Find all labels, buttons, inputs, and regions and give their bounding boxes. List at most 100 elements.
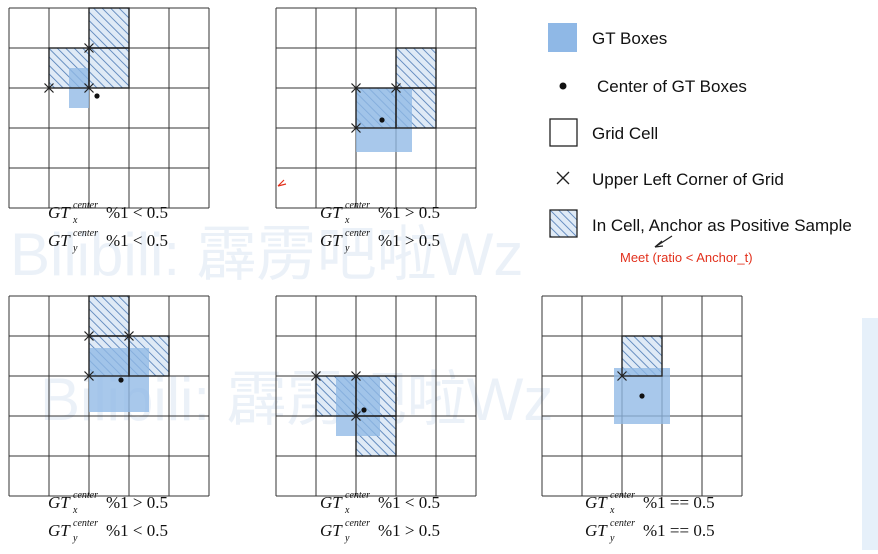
legend: GT Boxes Center of GT Boxes Grid Cell Up… — [548, 23, 852, 265]
caption-x: GT center x %1 == 0.5 — [585, 490, 715, 516]
caption-var-y: GT — [48, 521, 71, 540]
caption-var-x: GT — [48, 203, 71, 222]
caption-var-y: GT — [320, 231, 343, 250]
caption-x: GT center x %1 > 0.5 — [48, 490, 168, 516]
positive-cell-outline — [355, 415, 397, 457]
caption-sup-x: center — [73, 200, 98, 211]
caption-var-y: GT — [48, 231, 71, 250]
gt-center-dot — [379, 117, 385, 123]
caption-var-x: GT — [320, 203, 343, 222]
cross-stroke — [84, 43, 94, 53]
gt-center-dot — [639, 393, 645, 399]
edge-decoration — [862, 318, 878, 550]
grid-cell-swatch — [549, 118, 578, 147]
caption-expr-x: %1 > 0.5 — [106, 493, 168, 512]
cross-stroke — [84, 83, 94, 93]
watermark-text-1: Bilibili: 霹雳吧啦Wz — [10, 221, 523, 288]
caption-x: GT center x %1 < 0.5 — [320, 490, 440, 516]
upper-left-cross-icon — [84, 83, 94, 93]
legend-note: Meet (ratio < Anchor_t) — [620, 250, 753, 265]
caption-x: GT center x %1 > 0.5 — [320, 200, 440, 226]
caption-sub-y: y — [344, 243, 350, 254]
caption-expr-x: %1 < 0.5 — [378, 493, 440, 512]
positive-cell — [396, 48, 436, 88]
positive-cell — [89, 296, 129, 336]
caption-expr-y: %1 < 0.5 — [106, 231, 168, 250]
positive-cell — [89, 48, 129, 88]
gt-box-swatch — [548, 23, 577, 52]
caption-sub-x: x — [344, 215, 350, 226]
caption-sup-x: center — [345, 490, 370, 501]
caption-sub-y: y — [344, 533, 350, 544]
caption-expr-x: %1 == 0.5 — [643, 493, 715, 512]
upper-left-cross-icon — [84, 371, 94, 381]
upper-left-cross-icon — [84, 43, 94, 53]
caption-sub-x: x — [72, 215, 78, 226]
caption-y: GT center y %1 == 0.5 — [585, 518, 715, 544]
cross-stroke — [351, 371, 361, 381]
legend-grid-cell: Grid Cell — [592, 124, 658, 143]
positive-cell-outline — [621, 335, 663, 377]
cross-stroke — [391, 83, 401, 93]
legend-gt-boxes: GT Boxes — [592, 29, 667, 48]
caption-sup-x: center — [610, 490, 635, 501]
red-mark — [277, 179, 287, 187]
caption-sub-y: y — [72, 243, 78, 254]
caption-sub-x: x — [609, 505, 615, 516]
grid — [275, 7, 477, 209]
upper-left-cross-icon — [391, 83, 401, 93]
caption-sub-x: x — [344, 505, 350, 516]
positive-cell-outline — [88, 295, 130, 337]
cross-stroke — [617, 371, 627, 381]
upper-left-cross-icon — [311, 371, 321, 381]
caption-var-x: GT — [585, 493, 608, 512]
gt-center-dot — [94, 93, 100, 99]
caption-var-y: GT — [585, 521, 608, 540]
caption-sub-y: y — [609, 533, 615, 544]
caption-sup-y: center — [345, 518, 370, 529]
upper-left-cross-icon — [351, 83, 361, 93]
caption-sub-x: x — [72, 505, 78, 516]
positive-cell-outline — [88, 7, 130, 49]
caption-var-x: GT — [48, 493, 71, 512]
caption-y: GT center y %1 < 0.5 — [48, 518, 168, 544]
caption-expr-y: %1 < 0.5 — [106, 521, 168, 540]
center-dot-icon — [559, 82, 567, 90]
caption-y: GT center y %1 > 0.5 — [320, 228, 440, 254]
caption-expr-y: %1 > 0.5 — [378, 521, 440, 540]
upper-left-cross-icon — [351, 371, 361, 381]
caption-expr-y: %1 > 0.5 — [378, 231, 440, 250]
gt-center-dot — [361, 407, 367, 413]
cross-stroke — [84, 371, 94, 381]
cross-icon — [556, 171, 570, 185]
legend-upper-left: Upper Left Corner of Grid — [592, 170, 784, 189]
caption-var-y: GT — [320, 521, 343, 540]
upper-left-cross-icon — [84, 331, 94, 341]
caption-sup-x: center — [73, 490, 98, 501]
cross-stroke — [44, 83, 54, 93]
legend-center: Center of GT Boxes — [597, 77, 747, 96]
caption-expr-x: %1 > 0.5 — [378, 203, 440, 222]
cross-stroke — [351, 83, 361, 93]
cross-stroke — [124, 331, 134, 341]
caption-sup-x: center — [345, 200, 370, 211]
upper-left-cross-icon — [124, 331, 134, 341]
caption-sup-y: center — [610, 518, 635, 529]
legend-positive: In Cell, Anchor as Positive Sample — [592, 216, 852, 235]
upper-left-cross-icon — [351, 123, 361, 133]
caption-sup-y: center — [345, 228, 370, 239]
cross-stroke — [311, 371, 321, 381]
positive-sample-swatch — [549, 209, 578, 238]
caption-y: GT center y %1 > 0.5 — [320, 518, 440, 544]
gt-box — [336, 376, 380, 436]
upper-left-cross-icon — [617, 371, 627, 381]
caption-x: GT center x %1 < 0.5 — [48, 200, 168, 226]
cross-stroke — [84, 331, 94, 341]
